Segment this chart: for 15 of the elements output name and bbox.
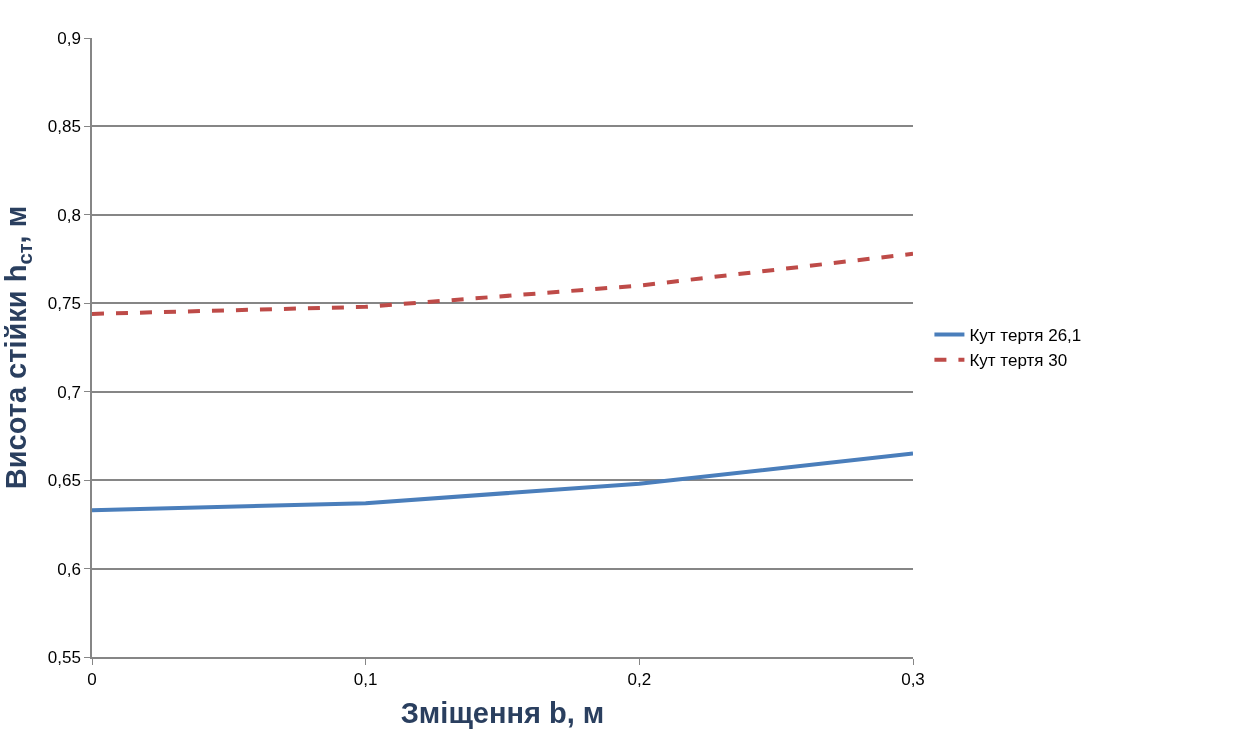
x-tick-label: 0,3 <box>901 670 925 690</box>
x-tick-label: 0 <box>87 670 97 690</box>
legend-label: Кут тертя 26,1 <box>969 326 1082 346</box>
x-tick-label: 0,1 <box>353 670 378 690</box>
y-tick-label: 0,85 <box>47 117 81 137</box>
y-tick-label: 0,65 <box>47 471 81 491</box>
x-axis-title: Зміщення b, м <box>400 697 605 730</box>
y-tick-label: 0,9 <box>57 28 81 48</box>
y-tick-label: 0,55 <box>47 647 81 667</box>
y-tick-label: 0,6 <box>57 559 81 579</box>
y-tick-label: 0,7 <box>57 382 81 402</box>
legend-label: Кут тертя 30 <box>969 351 1068 371</box>
y-tick-label: 0,75 <box>47 294 81 314</box>
y-tick-label: 0,8 <box>57 205 81 225</box>
x-tick-label: 0,2 <box>627 670 652 690</box>
